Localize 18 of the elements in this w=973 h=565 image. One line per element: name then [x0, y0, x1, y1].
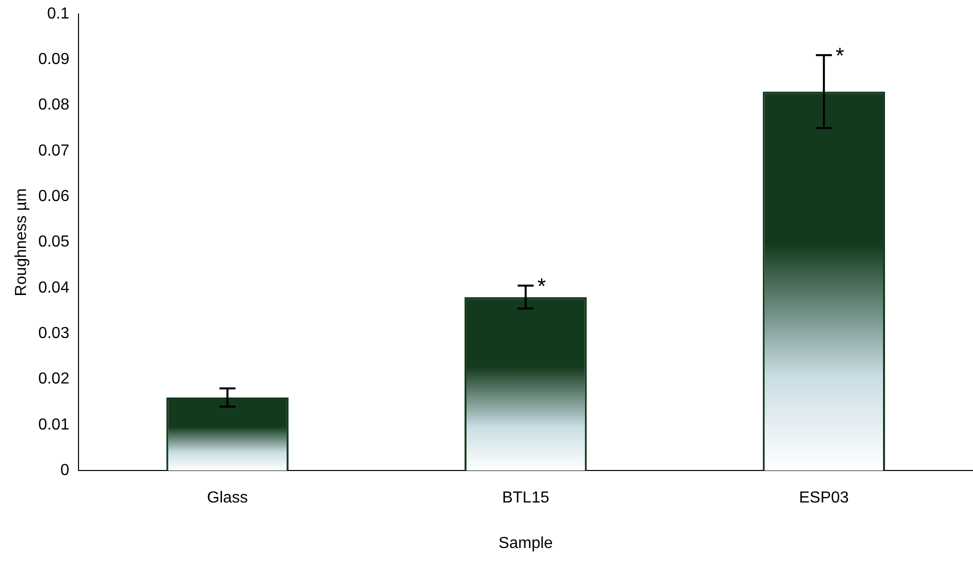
y-tick-label: 0.04 [38, 279, 70, 296]
x-tick-label: ESP03 [798, 490, 849, 507]
y-tick-label: 0.06 [38, 188, 70, 206]
x-axis-title: Sample [498, 534, 553, 552]
y-tick-label: 0.03 [38, 325, 70, 342]
y-tick-label: 0.05 [38, 234, 70, 251]
x-tick-label: BTL15 [502, 490, 550, 507]
annotation: * [836, 43, 845, 68]
y-tick-label: 0.09 [38, 51, 70, 68]
annotation: * [537, 274, 546, 299]
y-tick-label: 0.08 [38, 96, 70, 114]
y-tick-label: 0.01 [38, 416, 70, 434]
y-tick-label: 0.1 [47, 5, 70, 22]
y-axis-title: Roughness µm [13, 188, 30, 296]
y-tick-label: 0.02 [38, 370, 70, 388]
x-tick-label: Glass [206, 490, 248, 507]
y-tick-label: 0.07 [38, 142, 70, 160]
y-tick-label: 0 [60, 462, 70, 480]
